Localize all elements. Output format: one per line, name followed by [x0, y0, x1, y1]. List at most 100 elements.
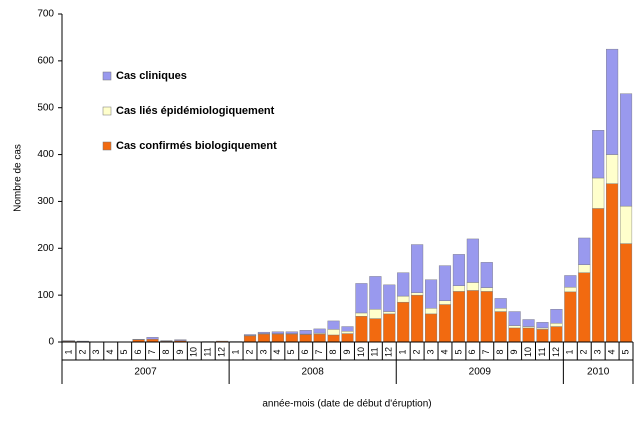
y-tick-label: 400	[37, 149, 54, 160]
bar-segment	[592, 130, 604, 178]
x-tick-label: 11	[370, 347, 380, 356]
x-tick-label: 7	[481, 349, 491, 354]
bar-segment	[397, 302, 409, 342]
x-tick-label: 2	[412, 349, 422, 354]
bar-segment	[314, 334, 326, 342]
x-tick-label: 2	[244, 349, 254, 354]
x-tick-label: 12	[384, 347, 394, 357]
bar-segment	[592, 178, 604, 208]
bar-segment	[620, 206, 632, 243]
bar-segment	[258, 334, 270, 342]
bar-segment	[495, 298, 507, 308]
x-tick-label: 5	[286, 349, 296, 354]
x-tick-label: 9	[509, 349, 519, 354]
y-tick-label: 300	[37, 196, 54, 207]
bar-segment	[272, 332, 284, 334]
bar-segment	[578, 265, 590, 273]
x-tick-label: 8	[495, 349, 505, 354]
bar-segment	[244, 336, 256, 342]
bar-segment	[147, 337, 159, 339]
x-tick-label: 4	[606, 349, 616, 354]
bar-segment	[244, 335, 256, 336]
bar-segment	[578, 238, 590, 265]
x-tick-label: 4	[272, 349, 282, 354]
bar-segment	[175, 340, 187, 341]
x-tick-label: 1	[565, 349, 575, 354]
year-label: 2008	[302, 367, 325, 378]
bar-segment	[370, 309, 382, 318]
x-axis-label: année-mois (date de début d'éruption)	[262, 399, 431, 410]
y-tick-label: 700	[37, 9, 54, 20]
bar-segment	[481, 291, 493, 342]
bar-segment	[453, 291, 465, 342]
x-tick-label: 11	[537, 347, 547, 356]
bar-segment	[411, 293, 423, 295]
bar-segment	[523, 328, 535, 342]
x-tick-label: 12	[217, 347, 227, 357]
x-tick-label: 8	[161, 349, 171, 354]
bar-segment	[397, 273, 409, 296]
bar-segment	[620, 94, 632, 206]
bar-segment	[425, 314, 437, 342]
x-tick-label: 6	[133, 349, 143, 354]
bar-segment	[495, 308, 507, 311]
bar-segment	[523, 327, 535, 328]
bar-segment	[453, 286, 465, 292]
y-tick-label: 0	[48, 337, 54, 348]
bar-segment	[383, 285, 395, 312]
y-axis-label: Nombre de cas	[13, 144, 24, 212]
legend-label: Cas liés épidémiologiquement	[116, 105, 275, 117]
x-tick-label: 2	[77, 349, 87, 354]
bar-segment	[425, 308, 437, 314]
bar-segment	[606, 184, 618, 342]
bar-segment	[328, 329, 340, 335]
x-tick-label: 12	[551, 347, 561, 357]
bar-segment	[509, 326, 521, 328]
x-tick-label: 8	[328, 349, 338, 354]
bar-segment	[509, 328, 521, 342]
bar-segment	[300, 330, 312, 334]
bar-segment	[551, 323, 563, 326]
bar-segment	[328, 335, 340, 342]
bar-segment	[495, 312, 507, 342]
bar-segment	[509, 312, 521, 326]
bar-segment	[481, 288, 493, 292]
x-tick-label: 7	[147, 349, 157, 354]
x-tick-label: 2	[579, 349, 589, 354]
legend-label: Cas confirmés biologiquement	[116, 140, 277, 152]
bar-segment	[342, 331, 354, 333]
bar-segment	[411, 295, 423, 342]
x-tick-label: 9	[342, 349, 352, 354]
x-tick-label: 10	[356, 347, 366, 357]
bar-segment	[564, 287, 576, 292]
bar-segment	[258, 332, 270, 333]
bar-segment	[328, 321, 340, 329]
x-tick-label: 3	[91, 349, 101, 354]
bar-segment	[564, 275, 576, 287]
bar-segment	[606, 49, 618, 154]
x-tick-label: 10	[189, 347, 199, 357]
bar-segment	[592, 208, 604, 342]
x-tick-label: 1	[230, 349, 240, 354]
year-label: 2010	[587, 367, 610, 378]
bar-segment	[342, 334, 354, 342]
bar-segment	[606, 155, 618, 184]
bar-segment	[467, 239, 479, 283]
bar-segment	[578, 273, 590, 342]
x-tick-label: 3	[425, 349, 435, 354]
bar-segment	[286, 334, 298, 342]
bar-segment	[453, 254, 465, 285]
bar-segment	[467, 290, 479, 342]
bar-segment	[356, 316, 368, 342]
x-tick-label: 9	[175, 349, 185, 354]
x-tick-label: 1	[63, 349, 73, 354]
x-tick-label: 5	[453, 349, 463, 354]
x-tick-label: 3	[593, 349, 603, 354]
bar-segment	[397, 296, 409, 302]
y-tick-label: 600	[37, 55, 54, 66]
bar-segment	[551, 309, 563, 323]
bar-segment	[370, 319, 382, 342]
bar-segment	[356, 283, 368, 313]
bar-segment	[564, 292, 576, 342]
